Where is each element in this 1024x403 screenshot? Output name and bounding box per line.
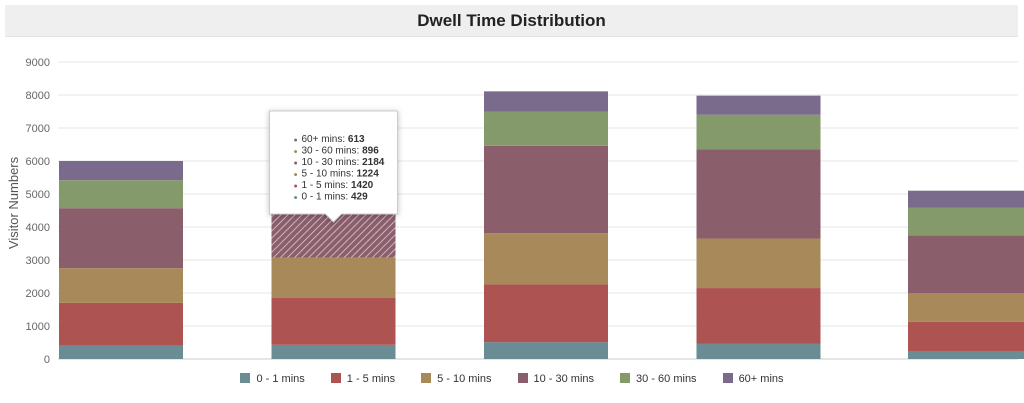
bar-segment[interactable] — [696, 149, 821, 239]
bar-segment[interactable] — [908, 351, 1024, 359]
legend-label: 30 - 60 mins — [636, 373, 697, 386]
stacked-bar-chart: 0 1000 2000 3000 4000 5000 6000 7000 8000 9000 Vi… — [6, 57, 1024, 366]
y-tick-label: 5000 — [26, 189, 50, 201]
tooltip-row-label: 0 - 1 mins: — [302, 192, 351, 203]
bar-segment[interactable] — [271, 297, 396, 345]
y-tick-label: 3000 — [26, 255, 50, 267]
legend-label: 10 - 30 mins — [533, 373, 595, 386]
tooltip-marker: ● — [294, 137, 298, 144]
y-tick-label: 6000 — [26, 156, 50, 168]
tooltip-row-value: 2184 — [362, 157, 385, 168]
tooltip-marker: ● — [294, 195, 298, 202]
y-tick-label: 7000 — [26, 123, 50, 135]
y-axis-ticks: 0 1000 2000 3000 4000 5000 6000 7000 8000 9000 — [26, 57, 50, 366]
bar-segment[interactable] — [59, 208, 183, 269]
y-axis-label: Visitor Numbers — [6, 156, 21, 249]
legend-item[interactable]: 30 - 60 mins — [620, 373, 697, 385]
tooltip-row-value: 896 — [362, 146, 379, 157]
legend-item[interactable]: 0 - 1 mins — [240, 373, 305, 386]
legend: 0 - 1 mins 1 - 5 mins 5 - 10 mins 10 - 30 m… — [0, 373, 1024, 389]
legend-label: 5 - 10 mins — [437, 373, 492, 386]
legend-item[interactable]: 5 - 10 mins — [421, 373, 492, 386]
legend-swatch — [240, 373, 251, 384]
tooltip-marker: ● — [294, 183, 298, 190]
bar-segment[interactable] — [271, 257, 396, 298]
bar-segment[interactable] — [696, 114, 821, 150]
tooltip-row-label: 10 - 30 mins: — [302, 157, 363, 168]
legend-swatch — [517, 373, 528, 384]
tooltip-row-value: 613 — [348, 134, 365, 145]
y-tick-label: 1000 — [26, 321, 50, 333]
y-tick-label: 0 — [44, 354, 50, 366]
bar-segment[interactable] — [59, 180, 183, 209]
bar-segment[interactable] — [484, 145, 608, 234]
bar-segment[interactable] — [484, 91, 608, 112]
bar-segment[interactable] — [59, 345, 183, 359]
legend-swatch — [722, 373, 733, 384]
legend-item[interactable]: 60+ mins — [722, 373, 784, 386]
chart-title: Dwell Time Distribution — [417, 11, 606, 30]
bar-segment[interactable] — [484, 233, 608, 285]
tooltip-marker: ● — [294, 160, 298, 167]
tooltip-row-label: 1 - 5 mins: — [302, 180, 351, 191]
legend-item[interactable]: 1 - 5 mins — [330, 373, 396, 386]
y-tick-label: 4000 — [26, 222, 50, 234]
legend-label: 60+ mins — [738, 373, 784, 386]
tooltip-marker: ● — [294, 149, 298, 156]
tooltip: ● 60+ mins: 613 ● 30 - 60 mins: 896 ● 10 - 30… — [269, 110, 398, 223]
tooltip-row-value: 1224 — [357, 169, 380, 180]
bar-segment[interactable] — [908, 293, 1024, 322]
bar-segment[interactable] — [484, 284, 608, 343]
legend-label: 0 - 1 mins — [256, 373, 305, 386]
tooltip-marker: ● — [294, 172, 298, 179]
tooltip-row: 30 - 60 mins: 896 — [302, 146, 380, 157]
bar-segment[interactable] — [271, 344, 396, 359]
bar-segment[interactable] — [59, 268, 183, 303]
tooltip-row-label: 60+ mins: — [302, 134, 348, 145]
tooltip-row-label: 30 - 60 mins: — [302, 146, 363, 157]
tooltip-row-value: 1420 — [351, 180, 374, 191]
tooltip-row-value: 429 — [351, 192, 368, 203]
tooltip-row: 5 - 10 mins: 1224 — [302, 169, 380, 180]
tooltip-row-label: 5 - 10 mins: — [302, 169, 357, 180]
y-tick-label: 2000 — [26, 288, 50, 300]
bar-segment[interactable] — [484, 342, 608, 359]
bar-segment[interactable] — [908, 190, 1024, 208]
tooltip-row: 60+ mins: 613 — [302, 134, 366, 145]
tooltip-box — [269, 110, 398, 223]
legend-label: 1 - 5 mins — [346, 373, 396, 386]
legend-item[interactable]: 10 - 30 mins — [517, 373, 595, 386]
y-tick-label: 9000 — [26, 57, 50, 69]
bar-segment[interactable] — [908, 207, 1024, 236]
bar-segment[interactable] — [59, 302, 183, 346]
legend-swatch — [421, 373, 432, 384]
legend-swatch — [330, 373, 341, 384]
tooltip-row: 10 - 30 mins: 2184 — [302, 157, 385, 168]
tooltip-row: 1 - 5 mins: 1420 — [302, 180, 374, 191]
bar-segment[interactable] — [908, 321, 1024, 352]
chart-title-bar: Dwell Time Distribution — [5, 5, 1018, 37]
bar-segment[interactable] — [59, 161, 183, 181]
bar-segment[interactable] — [908, 235, 1024, 293]
bar-segment[interactable] — [696, 288, 821, 344]
bar-segment[interactable] — [696, 238, 821, 289]
bars — [59, 91, 1024, 359]
legend-swatch — [620, 373, 631, 384]
tooltip-row: 0 - 1 mins: 429 — [302, 192, 369, 203]
bar-segment[interactable] — [696, 343, 821, 359]
bar-segment[interactable] — [484, 111, 608, 146]
bar-segment[interactable] — [696, 95, 821, 115]
y-tick-label: 8000 — [26, 90, 50, 102]
